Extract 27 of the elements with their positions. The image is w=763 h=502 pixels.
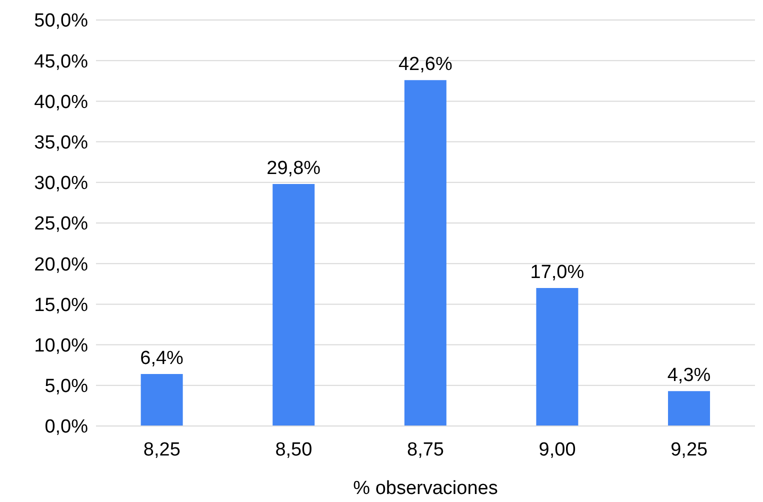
y-tick-label: 30,0%	[34, 173, 88, 194]
bar	[140, 374, 183, 426]
data-label: 17,0%	[530, 262, 584, 283]
y-tick-label: 15,0%	[34, 294, 88, 316]
y-tick-label: 20,0%	[34, 254, 88, 276]
bar	[668, 391, 710, 426]
data-label: 29,8%	[266, 158, 321, 180]
x-tick-label: 9,00	[538, 439, 576, 460]
data-label: 42,6%	[398, 54, 452, 76]
bar	[272, 184, 315, 426]
y-tick-label: 45,0%	[34, 51, 88, 72]
x-axis-title: % observaciones	[353, 478, 498, 499]
bar	[404, 80, 446, 426]
bar	[536, 288, 578, 426]
x-tick-label: 8,25	[143, 439, 180, 460]
x-tick-label: 9,25	[670, 439, 708, 460]
y-tick-label: 25,0%	[34, 214, 88, 235]
x-tick-label: 8,75	[407, 439, 444, 460]
y-tick-label: 5,0%	[44, 376, 88, 398]
y-tick-label: 40,0%	[34, 92, 88, 113]
x-tick-label: 8,50	[275, 439, 312, 460]
y-tick-label: 0,0%	[44, 416, 88, 438]
y-tick-label: 50,0%	[34, 10, 88, 32]
data-label: 6,4%	[140, 348, 184, 370]
data-label: 4,3%	[667, 365, 711, 386]
y-tick-label: 35,0%	[34, 132, 88, 154]
y-tick-label: 10,0%	[34, 336, 88, 357]
